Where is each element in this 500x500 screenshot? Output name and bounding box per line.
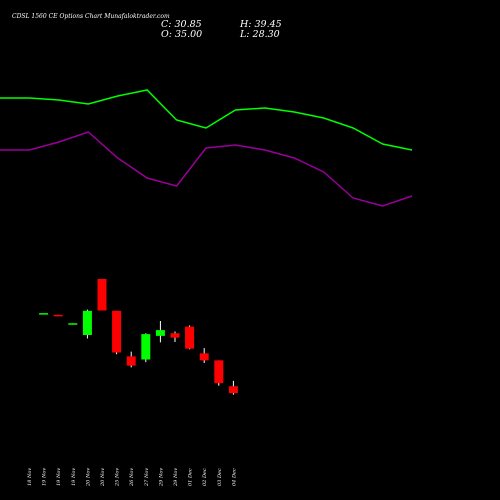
candle-body bbox=[141, 334, 151, 360]
high-value: H: 39.45 bbox=[239, 19, 282, 30]
x-tick-label: 27 Nov bbox=[144, 468, 150, 487]
open-value: O: 35.00 bbox=[161, 29, 202, 40]
low-value: L: 28.30 bbox=[239, 29, 280, 40]
candle-body bbox=[39, 313, 49, 315]
x-axis-labels: 18 Nov 19 Nov 19 Nov 19 Nov 20 Nov 20 Nov 25 N… bbox=[27, 468, 237, 487]
candle-body bbox=[155, 330, 165, 336]
candle-body bbox=[170, 333, 180, 338]
candle-body bbox=[97, 279, 107, 311]
x-tick-label: 18 Nov bbox=[27, 468, 33, 486]
close-value: C: 30.85 bbox=[161, 19, 202, 30]
candle-body bbox=[112, 310, 122, 353]
candle-body bbox=[185, 326, 195, 349]
x-tick-label: 25 Nov bbox=[115, 468, 121, 487]
x-tick-label: 29 Nov bbox=[158, 468, 164, 487]
x-tick-label: 19 Nov bbox=[71, 468, 77, 486]
candle-body bbox=[126, 356, 136, 366]
candle-body bbox=[228, 386, 238, 394]
candle-body bbox=[82, 310, 92, 335]
x-tick-label: 02 Dec bbox=[202, 468, 208, 486]
x-tick-label: 04 Dec bbox=[231, 468, 237, 486]
candle-body bbox=[214, 360, 224, 384]
x-tick-label: 01 Dec bbox=[188, 468, 194, 486]
x-tick-label: 03 Dec bbox=[217, 468, 223, 486]
x-tick-label: 26 Nov bbox=[129, 468, 135, 487]
candle-body bbox=[53, 314, 63, 317]
chart-title: CDSL 1560 CE Options Chart Munafaloktrad… bbox=[12, 13, 170, 20]
lower-band-line bbox=[0, 131, 413, 207]
candle-body bbox=[68, 323, 78, 325]
x-tick-label: 19 Nov bbox=[56, 468, 62, 486]
x-tick-label: 20 Nov bbox=[85, 468, 91, 487]
x-tick-label: 20 Nov bbox=[100, 468, 106, 487]
candles-group bbox=[39, 279, 238, 395]
x-tick-label: 29 Nov bbox=[173, 468, 179, 487]
upper-band-line bbox=[0, 89, 413, 151]
x-tick-label: 19 Nov bbox=[42, 468, 48, 486]
candle-body bbox=[199, 353, 209, 361]
